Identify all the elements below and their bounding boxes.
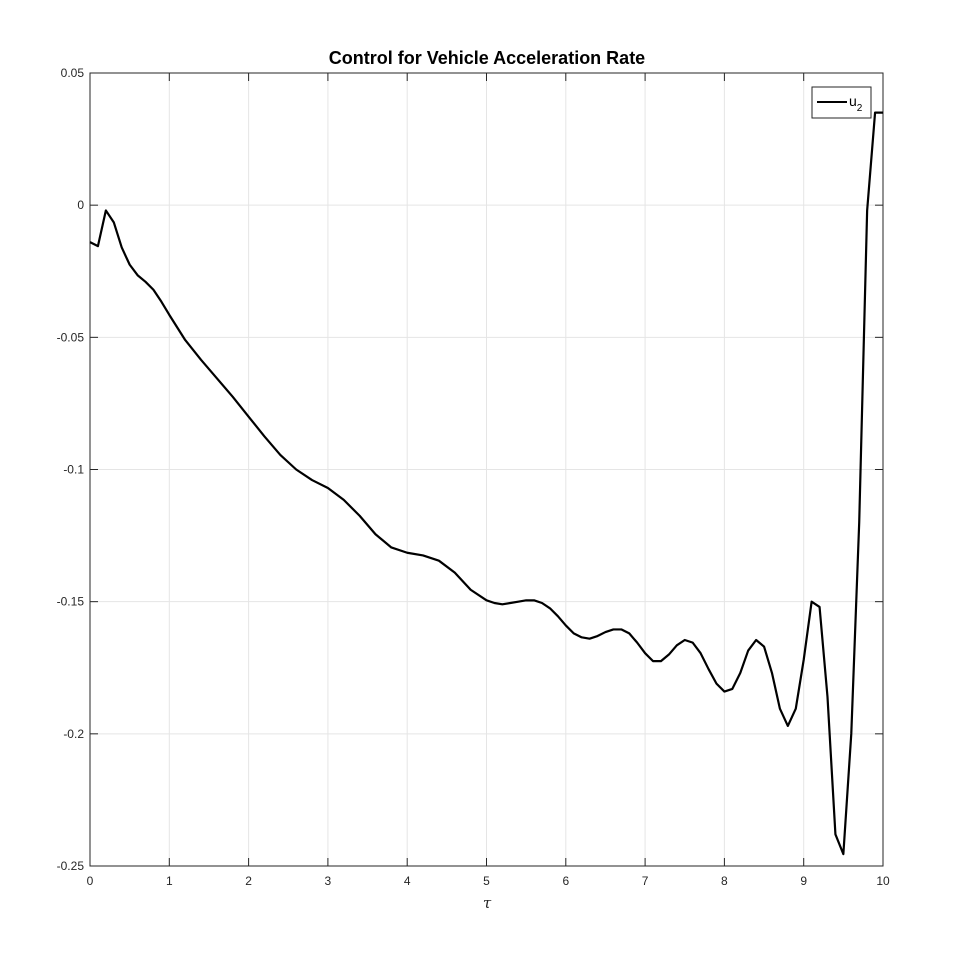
x-tick-label: 9 <box>800 874 807 888</box>
y-tick-label: -0.05 <box>57 330 85 344</box>
x-tick-label: 10 <box>876 874 890 888</box>
x-tick-label: 3 <box>325 874 332 888</box>
x-tick-label: 7 <box>642 874 649 888</box>
x-axis-label: τ <box>483 894 492 912</box>
x-tick-label: 1 <box>166 874 173 888</box>
chart-title: Control for Vehicle Acceleration Rate <box>329 48 645 68</box>
series-line-u2 <box>89 111 883 856</box>
x-tick-label: 0 <box>87 874 94 888</box>
y-tick-label: -0.25 <box>57 859 85 873</box>
y-tick-label: 0 <box>77 198 84 212</box>
x-tick-label: 2 <box>245 874 252 888</box>
legend-label-subscript: 2 <box>857 103 863 114</box>
x-tick-label: 4 <box>404 874 411 888</box>
legend: u2 <box>811 86 872 119</box>
grid <box>89 72 884 867</box>
x-tick-label: 8 <box>721 874 728 888</box>
ticks: 0 1 2 3 4 5 6 7 8 9 10 0.05 0 -0.05 -0.1 -0.15 -0.2 -0.25 <box>57 66 890 888</box>
y-tick-label: -0.2 <box>63 727 84 741</box>
x-tick-label: 6 <box>562 874 569 888</box>
x-tick-label: 5 <box>483 874 490 888</box>
y-tick-label: -0.1 <box>63 463 84 477</box>
series-layer <box>89 111 883 856</box>
y-tick-label: 0.05 <box>61 66 85 80</box>
legend-label-name: u <box>849 93 857 109</box>
y-tick-label: -0.15 <box>57 595 85 609</box>
legend-label: u2 <box>849 93 863 114</box>
